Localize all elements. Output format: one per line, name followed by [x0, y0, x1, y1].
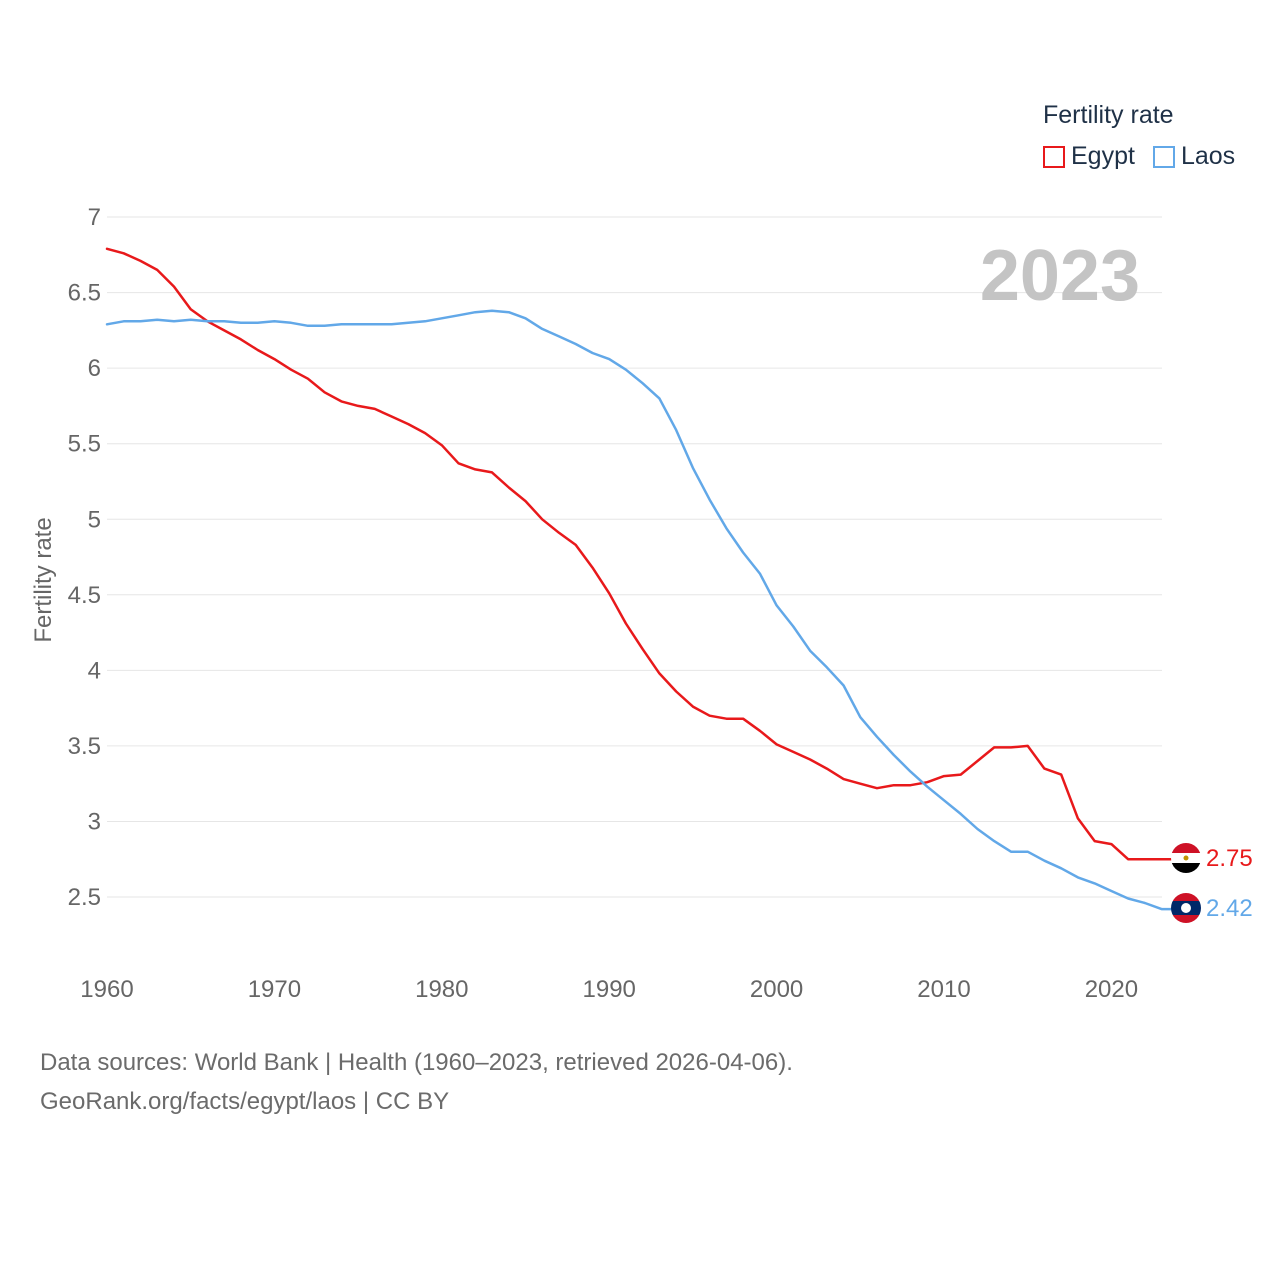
- y-tick-label: 3: [88, 808, 101, 835]
- x-tick-label: 1960: [80, 976, 133, 1003]
- y-tick-label: 6.5: [68, 280, 101, 307]
- series-line-egypt[interactable]: [105, 247, 1173, 861]
- x-tick-label: 1970: [248, 976, 301, 1003]
- legend-label-laos: Laos: [1180, 142, 1236, 170]
- egypt-flag-icon: [1171, 843, 1201, 873]
- legend-label-egypt: Egypt: [1071, 142, 1135, 170]
- legend-title: Fertility rate: [1043, 101, 1174, 129]
- y-tick-label: 4: [88, 657, 101, 684]
- source-line-2[interactable]: GeoRank.org/facts/egypt/laos | CC BY: [40, 1088, 450, 1115]
- y-tick-label: 2.5: [68, 884, 101, 911]
- series-line-laos[interactable]: [105, 309, 1173, 911]
- legend-item-egypt[interactable]: Egypt: [1043, 142, 1135, 171]
- x-tick-label: 2000: [750, 976, 803, 1003]
- y-tick-label: 5: [88, 506, 101, 533]
- legend-swatch-egypt: [1043, 145, 1065, 168]
- y-tick-label: 3.5: [68, 733, 101, 760]
- x-tick-label: 2020: [1085, 976, 1138, 1003]
- source-note: Data sources: World Bank | Health (1960–…: [40, 1043, 793, 1121]
- y-axis-title: Fertility rate: [30, 517, 57, 642]
- laos-flag-icon: [1171, 893, 1201, 923]
- year-label: 2023: [980, 236, 1140, 316]
- legend-swatch-laos: [1152, 145, 1175, 168]
- x-tick-label: 1990: [583, 976, 636, 1003]
- y-tick-label: 7: [88, 204, 101, 231]
- source-line-1: Data sources: World Bank | Health (1960–…: [40, 1049, 793, 1076]
- legend: Fertility rate Egypt Laos: [1043, 100, 1235, 171]
- y-tick-label: 6: [88, 355, 101, 382]
- legend-item-laos[interactable]: Laos: [1152, 142, 1236, 171]
- laos-end-value: 2.42: [1206, 895, 1253, 922]
- x-tick-label: 1980: [415, 976, 468, 1003]
- egypt-end-value: 2.75: [1206, 845, 1253, 872]
- y-tick-label: 5.5: [68, 431, 101, 458]
- y-tick-label: 4.5: [68, 582, 101, 609]
- x-tick-label: 2010: [917, 976, 970, 1003]
